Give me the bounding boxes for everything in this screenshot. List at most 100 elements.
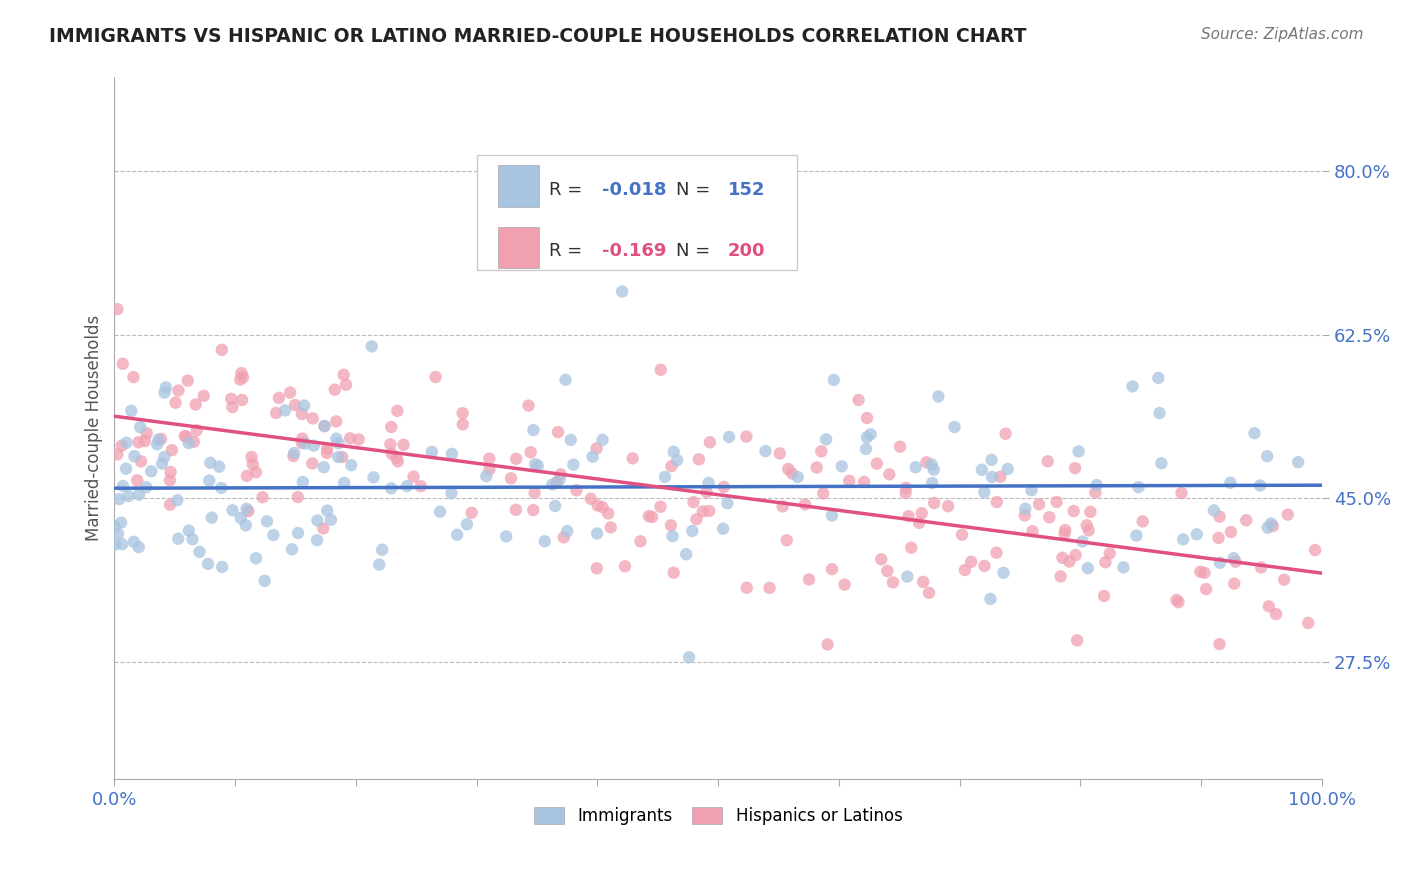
Point <box>1171 533 1194 547</box>
Point <box>806 460 828 475</box>
Point <box>754 444 776 458</box>
Point <box>262 528 284 542</box>
Point <box>1202 503 1225 517</box>
Point <box>380 437 402 451</box>
Point <box>981 470 1004 484</box>
Point <box>1063 504 1085 518</box>
Point <box>283 449 305 463</box>
Point <box>661 459 683 474</box>
Point <box>420 445 443 459</box>
Point <box>166 493 188 508</box>
Point <box>1249 478 1271 492</box>
Point <box>696 485 718 500</box>
Point <box>1046 495 1069 509</box>
Point <box>1277 508 1299 522</box>
Point <box>208 459 231 474</box>
Point <box>1077 561 1099 575</box>
Point <box>585 561 607 575</box>
Point <box>1014 508 1036 523</box>
Point <box>319 513 342 527</box>
Point <box>198 474 221 488</box>
Point <box>232 370 254 384</box>
Text: -0.169: -0.169 <box>602 243 666 260</box>
Point <box>505 502 527 516</box>
Point <box>1250 560 1272 574</box>
Point <box>387 404 409 418</box>
Point <box>1125 528 1147 542</box>
Point <box>1049 569 1071 583</box>
Point <box>186 423 208 437</box>
Point <box>1021 524 1043 539</box>
Point <box>1149 406 1171 420</box>
Point <box>1147 371 1170 385</box>
Point <box>150 432 173 446</box>
Text: Source: ZipAtlas.com: Source: ZipAtlas.com <box>1201 27 1364 42</box>
Point <box>235 518 257 533</box>
Point <box>856 411 879 425</box>
Point <box>697 475 720 490</box>
Point <box>560 433 582 447</box>
Point <box>546 475 568 490</box>
Point <box>821 562 844 576</box>
Legend: Immigrants, Hispanics or Latinos: Immigrants, Hispanics or Latinos <box>526 799 911 834</box>
Point <box>475 469 498 483</box>
Point <box>456 517 478 532</box>
Point <box>283 446 305 460</box>
Text: N =: N = <box>676 243 716 260</box>
Point <box>332 368 354 382</box>
Point <box>134 434 156 448</box>
Point <box>1092 589 1115 603</box>
Point <box>184 397 207 411</box>
Point <box>335 377 357 392</box>
Point <box>548 472 571 486</box>
Point <box>1064 461 1087 475</box>
Point <box>128 435 150 450</box>
Text: R =: R = <box>550 243 588 260</box>
Point <box>200 456 222 470</box>
Point <box>523 485 546 500</box>
Point <box>1256 449 1278 463</box>
Point <box>1261 519 1284 533</box>
Point <box>915 455 938 469</box>
Point <box>128 540 150 554</box>
Point <box>122 534 145 549</box>
Point <box>610 285 633 299</box>
Point <box>911 506 934 520</box>
Point <box>585 442 607 456</box>
Point <box>586 499 609 513</box>
Point <box>146 437 169 451</box>
Point <box>387 454 409 468</box>
Text: R =: R = <box>550 181 588 199</box>
Point <box>1257 599 1279 614</box>
Point <box>1052 550 1074 565</box>
Point <box>554 373 576 387</box>
Point <box>159 473 181 487</box>
Point <box>859 427 882 442</box>
Point <box>718 430 741 444</box>
Point <box>1021 483 1043 498</box>
Text: 200: 200 <box>728 243 765 260</box>
Point <box>1166 593 1188 607</box>
Point <box>591 500 613 514</box>
Point <box>159 498 181 512</box>
Point <box>135 426 157 441</box>
Point <box>302 439 325 453</box>
Point <box>127 474 149 488</box>
Point <box>173 429 195 443</box>
Point <box>381 447 404 461</box>
Point <box>148 433 170 447</box>
Point <box>235 501 257 516</box>
Point <box>1167 595 1189 609</box>
Point <box>810 444 832 458</box>
Point <box>778 462 800 476</box>
Point <box>122 370 145 384</box>
Point <box>1128 480 1150 494</box>
Point <box>638 509 661 524</box>
Point <box>661 529 683 543</box>
Point <box>943 420 966 434</box>
Point <box>402 469 425 483</box>
Point <box>385 450 408 465</box>
Point <box>553 530 575 544</box>
Point <box>167 384 190 398</box>
Point <box>681 524 703 538</box>
